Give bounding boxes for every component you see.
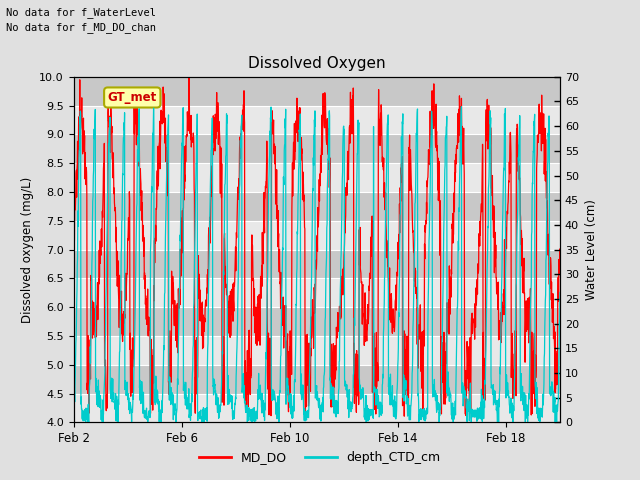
Text: GT_met: GT_met xyxy=(108,91,157,104)
Bar xyxy=(74,134,560,163)
Y-axis label: Dissolved oxygen (mg/L): Dissolved oxygen (mg/L) xyxy=(20,177,34,323)
Bar xyxy=(74,394,560,422)
Bar xyxy=(74,278,560,307)
Bar xyxy=(74,221,560,250)
Bar xyxy=(74,192,560,221)
Legend: MD_DO, depth_CTD_cm: MD_DO, depth_CTD_cm xyxy=(195,446,445,469)
Bar xyxy=(74,250,560,278)
Bar xyxy=(74,307,560,336)
Bar xyxy=(74,365,560,394)
Title: Dissolved Oxygen: Dissolved Oxygen xyxy=(248,57,386,72)
Y-axis label: Water Level (cm): Water Level (cm) xyxy=(584,199,598,300)
Bar xyxy=(74,106,560,134)
Bar xyxy=(74,163,560,192)
Text: No data for f_MD_DO_chan: No data for f_MD_DO_chan xyxy=(6,22,156,33)
Bar xyxy=(74,336,560,365)
Bar xyxy=(74,77,560,106)
Text: No data for f_WaterLevel: No data for f_WaterLevel xyxy=(6,7,156,18)
